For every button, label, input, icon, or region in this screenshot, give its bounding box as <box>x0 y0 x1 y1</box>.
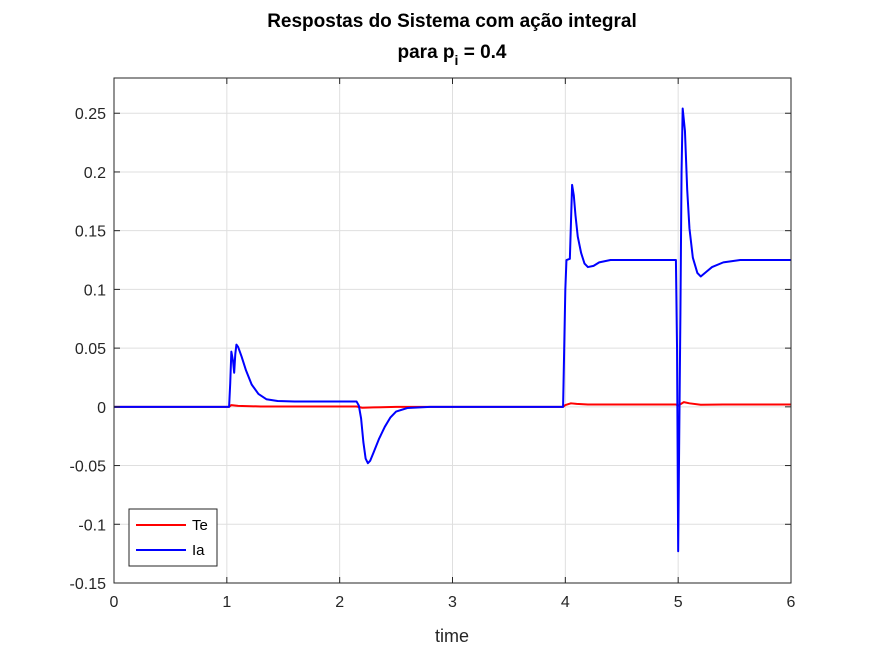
y-tick-label: -0.1 <box>78 517 106 534</box>
title-prefix: para p <box>398 42 455 63</box>
legend-label-ia: Ia <box>192 542 205 559</box>
y-tick-label: -0.15 <box>70 576 107 593</box>
y-tick-label: 0.05 <box>75 341 106 358</box>
x-tick-label: 1 <box>222 594 231 611</box>
series-line-te <box>114 401 791 409</box>
x-axis-label: time <box>435 626 469 646</box>
ticks: 0 1 2 3 4 5 6 -0.15 -0.1 -0.05 0 0.05 0.1 0.15 0.2 0.25 <box>70 78 796 611</box>
x-tick-label: 3 <box>448 594 457 611</box>
y-tick-label: 0.25 <box>75 106 106 123</box>
x-tick-label: 4 <box>561 594 570 611</box>
y-tick-label: 0.2 <box>84 165 106 182</box>
title-subscript: i <box>455 52 459 68</box>
legend-label-te: Te <box>192 517 208 534</box>
legend: Te Ia <box>128 508 218 567</box>
x-tick-label: 0 <box>110 594 119 611</box>
x-tick-label: 2 <box>335 594 344 611</box>
series-layer <box>114 107 791 553</box>
y-tick-label: -0.05 <box>70 459 107 476</box>
title-suffix: = 0.4 <box>458 42 506 63</box>
chart-title-line1: Respostas do Sistema com ação integral <box>267 11 637 32</box>
y-tick-label: 0.15 <box>75 224 106 241</box>
y-tick-label: 0 <box>97 400 106 417</box>
series-line-ia <box>114 107 791 553</box>
y-tick-label: 0.1 <box>84 282 106 299</box>
chart-title-line2: para pi = 0.4 <box>398 42 507 68</box>
x-tick-label: 5 <box>674 594 683 611</box>
legend-box <box>128 508 218 567</box>
x-tick-label: 6 <box>787 594 796 611</box>
